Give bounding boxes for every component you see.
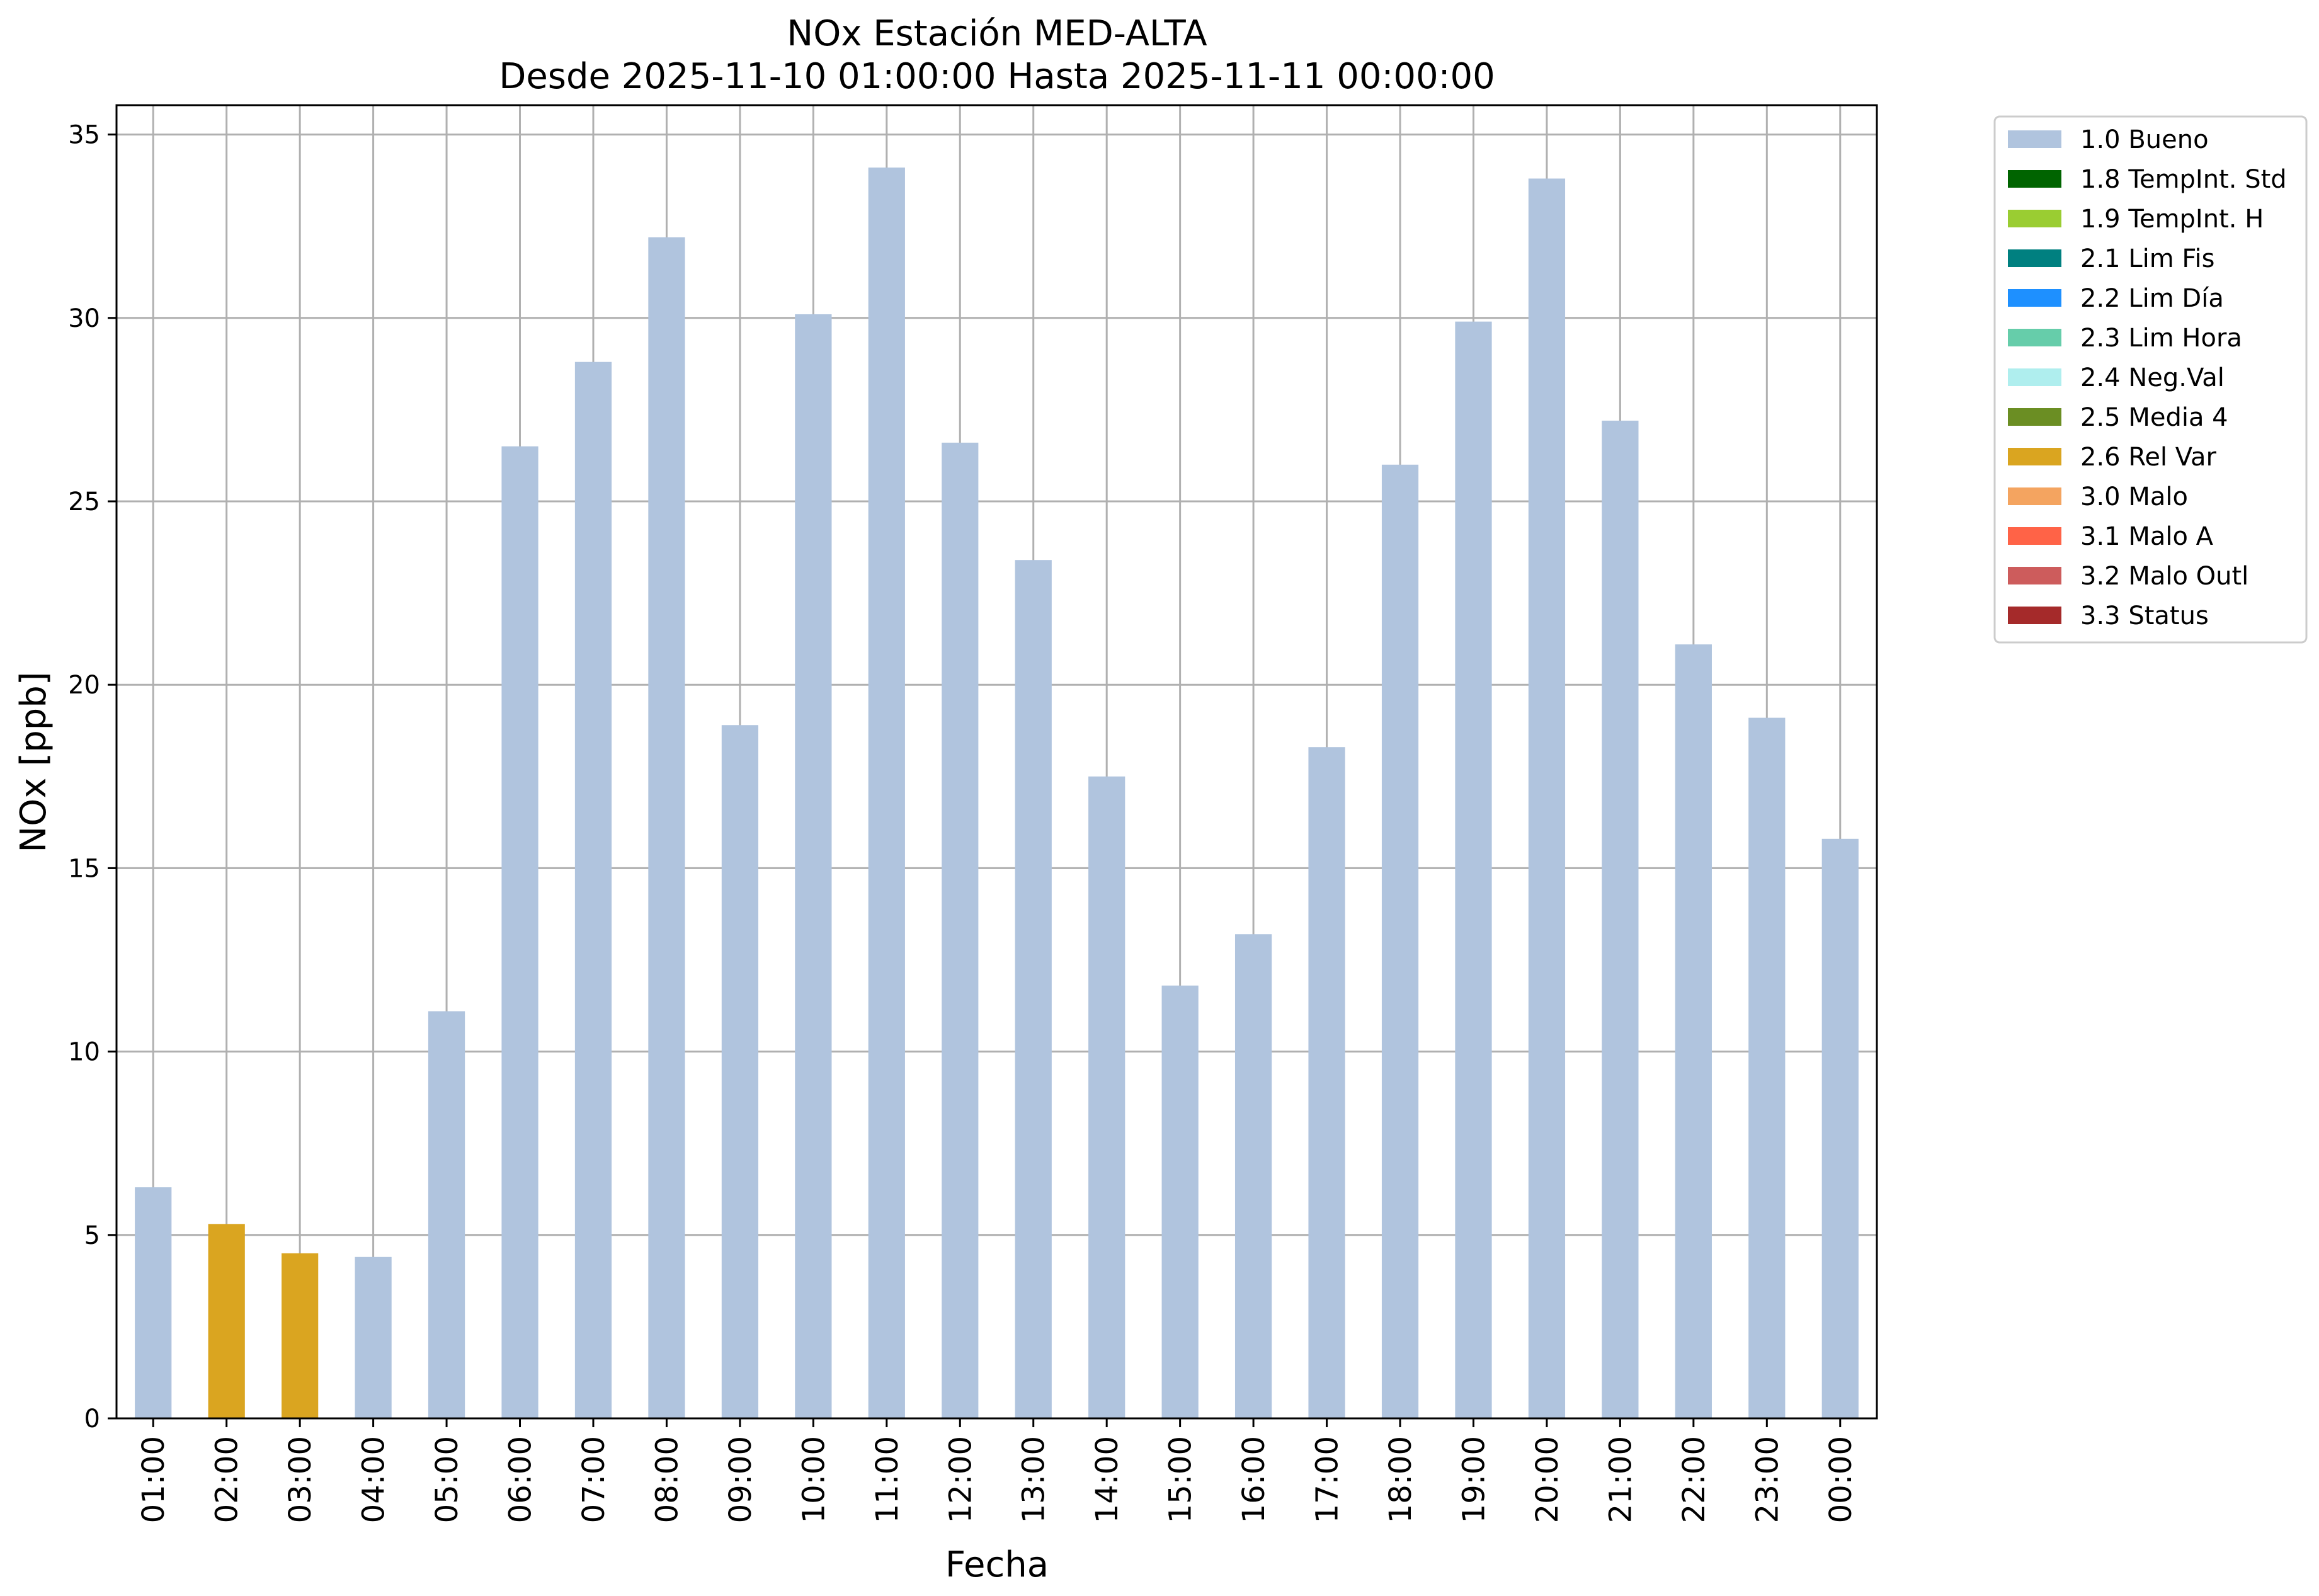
bar-14:00 [1088, 776, 1125, 1418]
bar-11:00 [868, 168, 905, 1418]
bar-13:00 [1015, 560, 1052, 1419]
x-tick-label: 19:00 [1456, 1436, 1491, 1523]
bar-05:00 [428, 1011, 465, 1418]
x-tick-label: 08:00 [649, 1436, 685, 1523]
legend-entry-label: 2.1 Lim Fis [2080, 244, 2214, 273]
legend-entry-label: 2.3 Lim Hora [2080, 324, 2242, 353]
bars [135, 168, 1859, 1419]
x-tick-label: 13:00 [1017, 1436, 1052, 1523]
y-tick-label: 5 [84, 1221, 100, 1250]
x-tick-label: 22:00 [1677, 1436, 1712, 1523]
legend-swatch [2008, 448, 2061, 465]
bar-00:00 [1821, 838, 1859, 1418]
y-tick-label: 35 [68, 121, 100, 150]
bar-20:00 [1528, 178, 1566, 1418]
legend-frame [1993, 115, 2308, 644]
legend-entry-label: 1.0 Bueno [2080, 125, 2209, 154]
chart-subtitle: Desde 2025-11-10 01:00:00 Hasta 2025-11-… [499, 56, 1495, 97]
legend-swatch [2008, 170, 2061, 188]
bar-01:00 [135, 1187, 172, 1418]
legend-swatch [2008, 567, 2061, 584]
x-tick-label: 21:00 [1603, 1436, 1638, 1523]
x-tick-label: 11:00 [870, 1436, 905, 1523]
x-tick-label: 23:00 [1750, 1436, 1785, 1523]
legend-entry-label: 2.2 Lim Día [2080, 284, 2224, 313]
x-tick-label: 12:00 [943, 1436, 978, 1523]
x-axis-ticks: 01:00 02:00 03:00 04:00 05:00 06:00 07:00 08:00… [136, 1418, 1859, 1523]
x-tick-label: 02:00 [210, 1436, 245, 1523]
legend-entry-label: 1.8 TempInt. Std [2080, 165, 2287, 194]
legend-entry-label: 2.4 Neg.Val [2080, 363, 2225, 392]
bar-07:00 [574, 362, 612, 1418]
legend-swatch [2008, 289, 2061, 307]
legend-swatch [2008, 408, 2061, 426]
bar-08:00 [648, 237, 685, 1418]
x-tick-label: 05:00 [430, 1436, 465, 1523]
legend-entry-label: 2.5 Media 4 [2080, 403, 2228, 432]
bar-06:00 [501, 446, 538, 1419]
legend-swatch [2008, 607, 2061, 624]
y-tick-label: 0 [84, 1405, 100, 1434]
legend: 1.0 Bueno 1.8 TempInt. Std 1.9 TempInt. H 2… [1993, 115, 2308, 644]
x-tick-label: 07:00 [576, 1436, 612, 1523]
x-axis-label: Fecha [945, 1544, 1049, 1585]
x-tick-label: 15:00 [1163, 1436, 1199, 1523]
bar-03:00 [282, 1253, 319, 1418]
legend-entry-label: 1.9 TempInt. H [2080, 205, 2264, 234]
bar-02:00 [208, 1224, 245, 1418]
x-tick-label: 03:00 [283, 1436, 318, 1523]
y-tick-label: 25 [68, 487, 100, 516]
bar-04:00 [355, 1257, 392, 1418]
bar-16:00 [1234, 934, 1272, 1418]
legend-swatch [2008, 368, 2061, 386]
bar-21:00 [1602, 420, 1639, 1418]
x-tick-label: 06:00 [503, 1436, 538, 1523]
y-tick-label: 30 [68, 304, 100, 333]
bar-22:00 [1675, 644, 1712, 1418]
legend-entry-label: 2.6 Rel Var [2080, 443, 2217, 472]
bar-09:00 [721, 725, 759, 1418]
bar-15:00 [1161, 985, 1199, 1418]
y-tick-label: 20 [68, 671, 100, 700]
x-tick-label: 00:00 [1823, 1436, 1859, 1523]
bar-12:00 [942, 442, 979, 1418]
chart-title: NOx Estación MED-ALTA [787, 13, 1207, 54]
bar-17:00 [1308, 747, 1345, 1418]
legend-swatch [2008, 527, 2061, 545]
x-tick-label: 01:00 [136, 1436, 171, 1523]
x-tick-label: 18:00 [1383, 1436, 1418, 1523]
legend-swatch [2008, 249, 2061, 267]
x-tick-label: 04:00 [356, 1436, 392, 1523]
bar-18:00 [1381, 464, 1419, 1419]
y-tick-label: 15 [68, 854, 100, 883]
legend-entry-label: 3.2 Malo Outl [2080, 562, 2248, 591]
y-axis-ticks: 0 5 10 15 20 25 30 35 [68, 121, 117, 1434]
x-tick-label: 14:00 [1090, 1436, 1125, 1523]
x-tick-label: 17:00 [1310, 1436, 1345, 1523]
y-tick-label: 10 [68, 1038, 100, 1067]
bar-10:00 [795, 314, 832, 1419]
legend-entry-label: 3.3 Status [2080, 601, 2209, 630]
legend-swatch [2008, 210, 2061, 227]
plot-frame [115, 104, 1878, 1420]
x-tick-label: 10:00 [796, 1436, 831, 1523]
legend-swatch [2008, 130, 2061, 148]
x-tick-label: 16:00 [1236, 1436, 1272, 1523]
bar-19:00 [1455, 321, 1492, 1418]
legend-swatch [2008, 329, 2061, 346]
legend-entry-label: 3.0 Malo [2080, 482, 2188, 511]
legend-swatch [2008, 487, 2061, 505]
bar-23:00 [1748, 717, 1786, 1418]
y-axis-label: NOx [ppb] [13, 671, 54, 852]
x-tick-label: 09:00 [723, 1436, 758, 1523]
x-tick-label: 20:00 [1530, 1436, 1565, 1523]
legend-entry-label: 3.1 Malo A [2080, 522, 2214, 551]
